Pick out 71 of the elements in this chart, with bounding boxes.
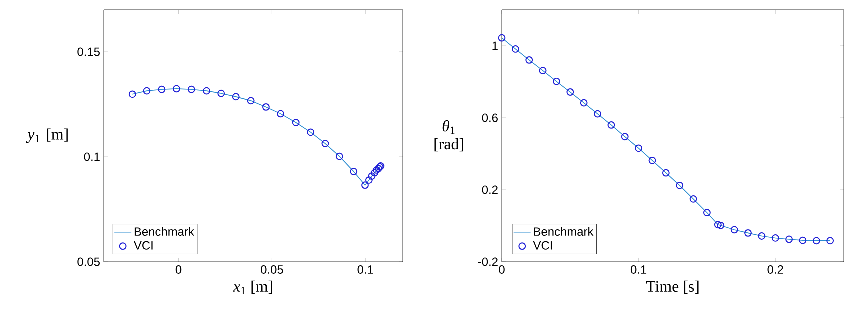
point — [676, 182, 684, 190]
y-tick-label: 0.2 — [482, 186, 498, 194]
point — [799, 236, 807, 244]
point — [336, 152, 344, 160]
point — [608, 121, 616, 129]
point — [277, 110, 284, 118]
point — [232, 93, 240, 101]
point — [373, 166, 381, 174]
x-tick-label: 0 — [176, 266, 182, 274]
line-series — [502, 38, 831, 242]
point — [322, 140, 330, 148]
point — [730, 226, 738, 234]
point — [188, 86, 196, 94]
point — [786, 236, 793, 244]
x-tick-label: 0.1 — [358, 266, 374, 274]
point — [371, 169, 378, 177]
y-tick-label: 1 — [492, 42, 498, 50]
point — [362, 182, 369, 190]
y-tick-label: 0.1 — [84, 152, 100, 162]
point — [539, 67, 547, 75]
point — [553, 78, 560, 86]
point — [621, 133, 629, 141]
point — [717, 222, 725, 230]
point — [594, 110, 602, 118]
point — [203, 87, 210, 95]
point — [648, 156, 656, 164]
point — [375, 165, 382, 172]
point — [172, 85, 180, 93]
point — [580, 99, 588, 107]
legend-label: Benchmark — [134, 227, 194, 236]
y-tick-label: -0.2 — [478, 258, 498, 266]
point — [512, 46, 520, 53]
line-series — [132, 88, 382, 186]
y-tick-label: 0.6 — [482, 114, 498, 122]
legend-label: VCI — [134, 241, 153, 250]
x-tick-label: 0 — [499, 266, 505, 274]
point — [143, 87, 151, 95]
point — [690, 195, 698, 203]
point — [772, 234, 780, 242]
x-tick-label: 0.05 — [261, 266, 284, 274]
point — [307, 128, 315, 136]
point — [812, 237, 820, 245]
point — [704, 209, 711, 217]
point — [744, 230, 752, 237]
point — [158, 86, 166, 94]
point — [758, 232, 766, 240]
y-axis-title: θ$_{1}$ [rad] — [434, 120, 464, 152]
legend-label: Benchmark — [534, 227, 594, 236]
y-axis-title: y$_{1}$ [m] — [26, 128, 68, 144]
point — [218, 90, 226, 98]
y-tick-label: 0.05 — [78, 258, 100, 266]
point — [292, 119, 300, 126]
x-tick-label: 0.1 — [630, 266, 647, 274]
point — [826, 237, 834, 245]
x-tick-label: 0.2 — [768, 266, 784, 274]
point — [350, 168, 358, 176]
point — [662, 169, 670, 177]
point — [368, 172, 376, 180]
point — [262, 104, 270, 111]
point — [498, 34, 506, 42]
point — [566, 88, 574, 96]
point — [365, 176, 373, 184]
point — [128, 90, 136, 98]
legend-label: VCI — [533, 241, 552, 250]
point — [247, 97, 255, 105]
y-tick-label: 0.15 — [78, 48, 100, 56]
point — [635, 144, 643, 152]
x-axis-title: x$_{1}$ [m] — [233, 280, 272, 294]
point — [526, 56, 534, 64]
x-axis-title: Time [s] — [646, 280, 699, 294]
point — [714, 221, 722, 229]
